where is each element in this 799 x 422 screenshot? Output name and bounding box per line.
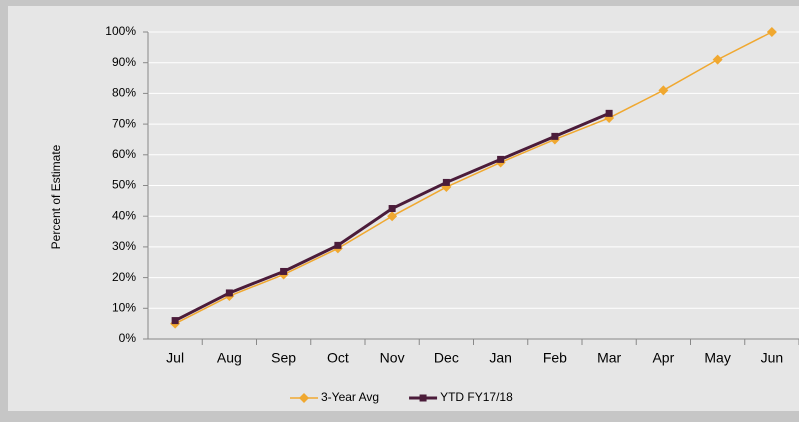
x-tick-label: Nov xyxy=(380,350,405,366)
y-tick-label: 20% xyxy=(112,270,136,284)
series-line xyxy=(174,31,773,325)
data-point xyxy=(225,289,233,297)
y-axis-title: Percent of Estimate xyxy=(49,144,63,249)
y-tick-label: 10% xyxy=(112,300,136,314)
legend-marker xyxy=(419,394,427,402)
y-tick-label: 50% xyxy=(112,178,136,192)
x-tick-label: Sep xyxy=(271,350,296,366)
legend-marker xyxy=(299,393,309,403)
y-tick-label: 0% xyxy=(119,331,137,345)
x-tick-label: Dec xyxy=(434,350,459,366)
chart-background xyxy=(8,6,799,411)
x-tick-label: Oct xyxy=(327,350,349,366)
data-point xyxy=(658,85,669,96)
data-point xyxy=(712,54,723,65)
x-tick-label: Aug xyxy=(217,350,242,366)
x-tick-label: Jun xyxy=(761,350,784,366)
x-tick-label: Feb xyxy=(543,350,567,366)
x-tick-label: Apr xyxy=(652,350,674,366)
y-tick-label: 30% xyxy=(112,239,136,253)
data-point xyxy=(388,205,396,213)
data-point xyxy=(442,178,450,186)
y-tick-label: 80% xyxy=(112,86,136,100)
data-point xyxy=(766,27,777,37)
y-tick-label: 40% xyxy=(112,208,136,222)
x-tick-label: Jul xyxy=(166,350,184,366)
data-point xyxy=(334,241,342,249)
data-point xyxy=(280,267,288,275)
data-point xyxy=(605,109,613,117)
y-tick-label: 90% xyxy=(112,55,136,69)
data-point xyxy=(497,155,505,163)
legend-label: 3-Year Avg xyxy=(321,390,379,404)
x-tick-label: May xyxy=(704,350,730,366)
data-point xyxy=(171,317,179,325)
data-point xyxy=(551,132,559,140)
y-tick-label: 100% xyxy=(105,24,136,38)
x-tick-label: Mar xyxy=(597,350,621,366)
legend-label: YTD FY17/18 xyxy=(440,390,513,404)
x-tick-label: Jan xyxy=(489,350,512,366)
data-point xyxy=(387,211,398,222)
y-tick-label: 60% xyxy=(112,147,136,161)
y-tick-label: 70% xyxy=(112,116,136,130)
